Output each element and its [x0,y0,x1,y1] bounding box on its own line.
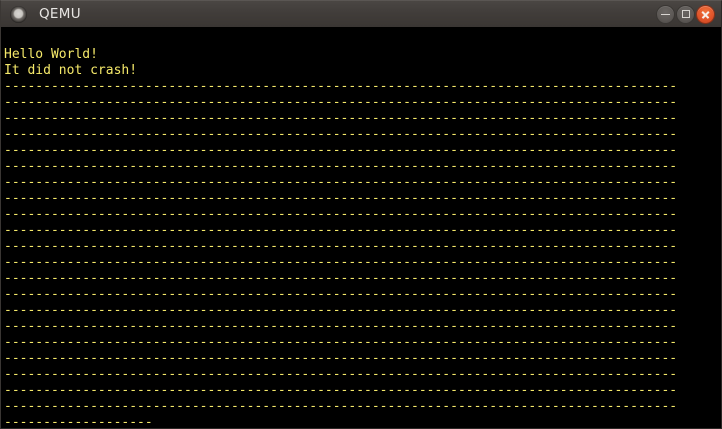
console-line: ----------------------------------------… [4,159,678,174]
close-icon [697,6,714,23]
vga-console-output: Hello World! It did not crash! -----------… [4,31,678,429]
console-line: ----------------------------------------… [4,367,678,382]
console-line: ----------------------------------------… [4,255,678,270]
console-line: ----------------------------------------… [4,319,678,334]
console-line: ----------------------------------------… [4,79,678,94]
close-button[interactable] [697,5,714,23]
qemu-display-screen[interactable]: Hello World! It did not crash! -----------… [0,27,722,429]
minimize-icon [657,6,674,23]
maximize-icon [677,6,694,23]
console-line: ----------------------------------------… [4,383,678,398]
console-line: ----------------------------------------… [4,111,678,126]
console-line: ----------------------------------------… [4,303,678,318]
console-line: Hello World! [4,47,98,62]
console-line: ----------------------------------------… [4,287,678,302]
console-line: ----------------------------------------… [4,95,678,110]
window-titlebar[interactable]: QEMU [0,0,722,27]
minimize-button[interactable] [657,5,674,23]
console-line: ----------------------------------------… [4,191,678,206]
console-line: ----------------------------------------… [4,399,678,414]
window-title: QEMU [39,5,81,22]
window-controls [657,5,714,23]
console-line: ----------------------------------------… [4,335,678,350]
console-line [4,31,677,47]
console-line: ----------------------------------------… [4,127,678,142]
qemu-circle-icon [10,5,27,23]
console-line: ----------------------------------------… [4,351,678,366]
console-line: ----------------------------------------… [4,207,678,222]
console-line: ----------------------------------------… [4,271,678,286]
console-line: ----------------------------------------… [4,143,678,158]
console-line: It did not crash! [4,63,138,78]
console-line: ----------------------------------------… [4,239,678,254]
console-line: ----------------------------------------… [4,175,678,190]
console-line: ------------------- [4,415,153,429]
console-line: ----------------------------------------… [4,223,678,238]
maximize-button[interactable] [677,5,694,23]
